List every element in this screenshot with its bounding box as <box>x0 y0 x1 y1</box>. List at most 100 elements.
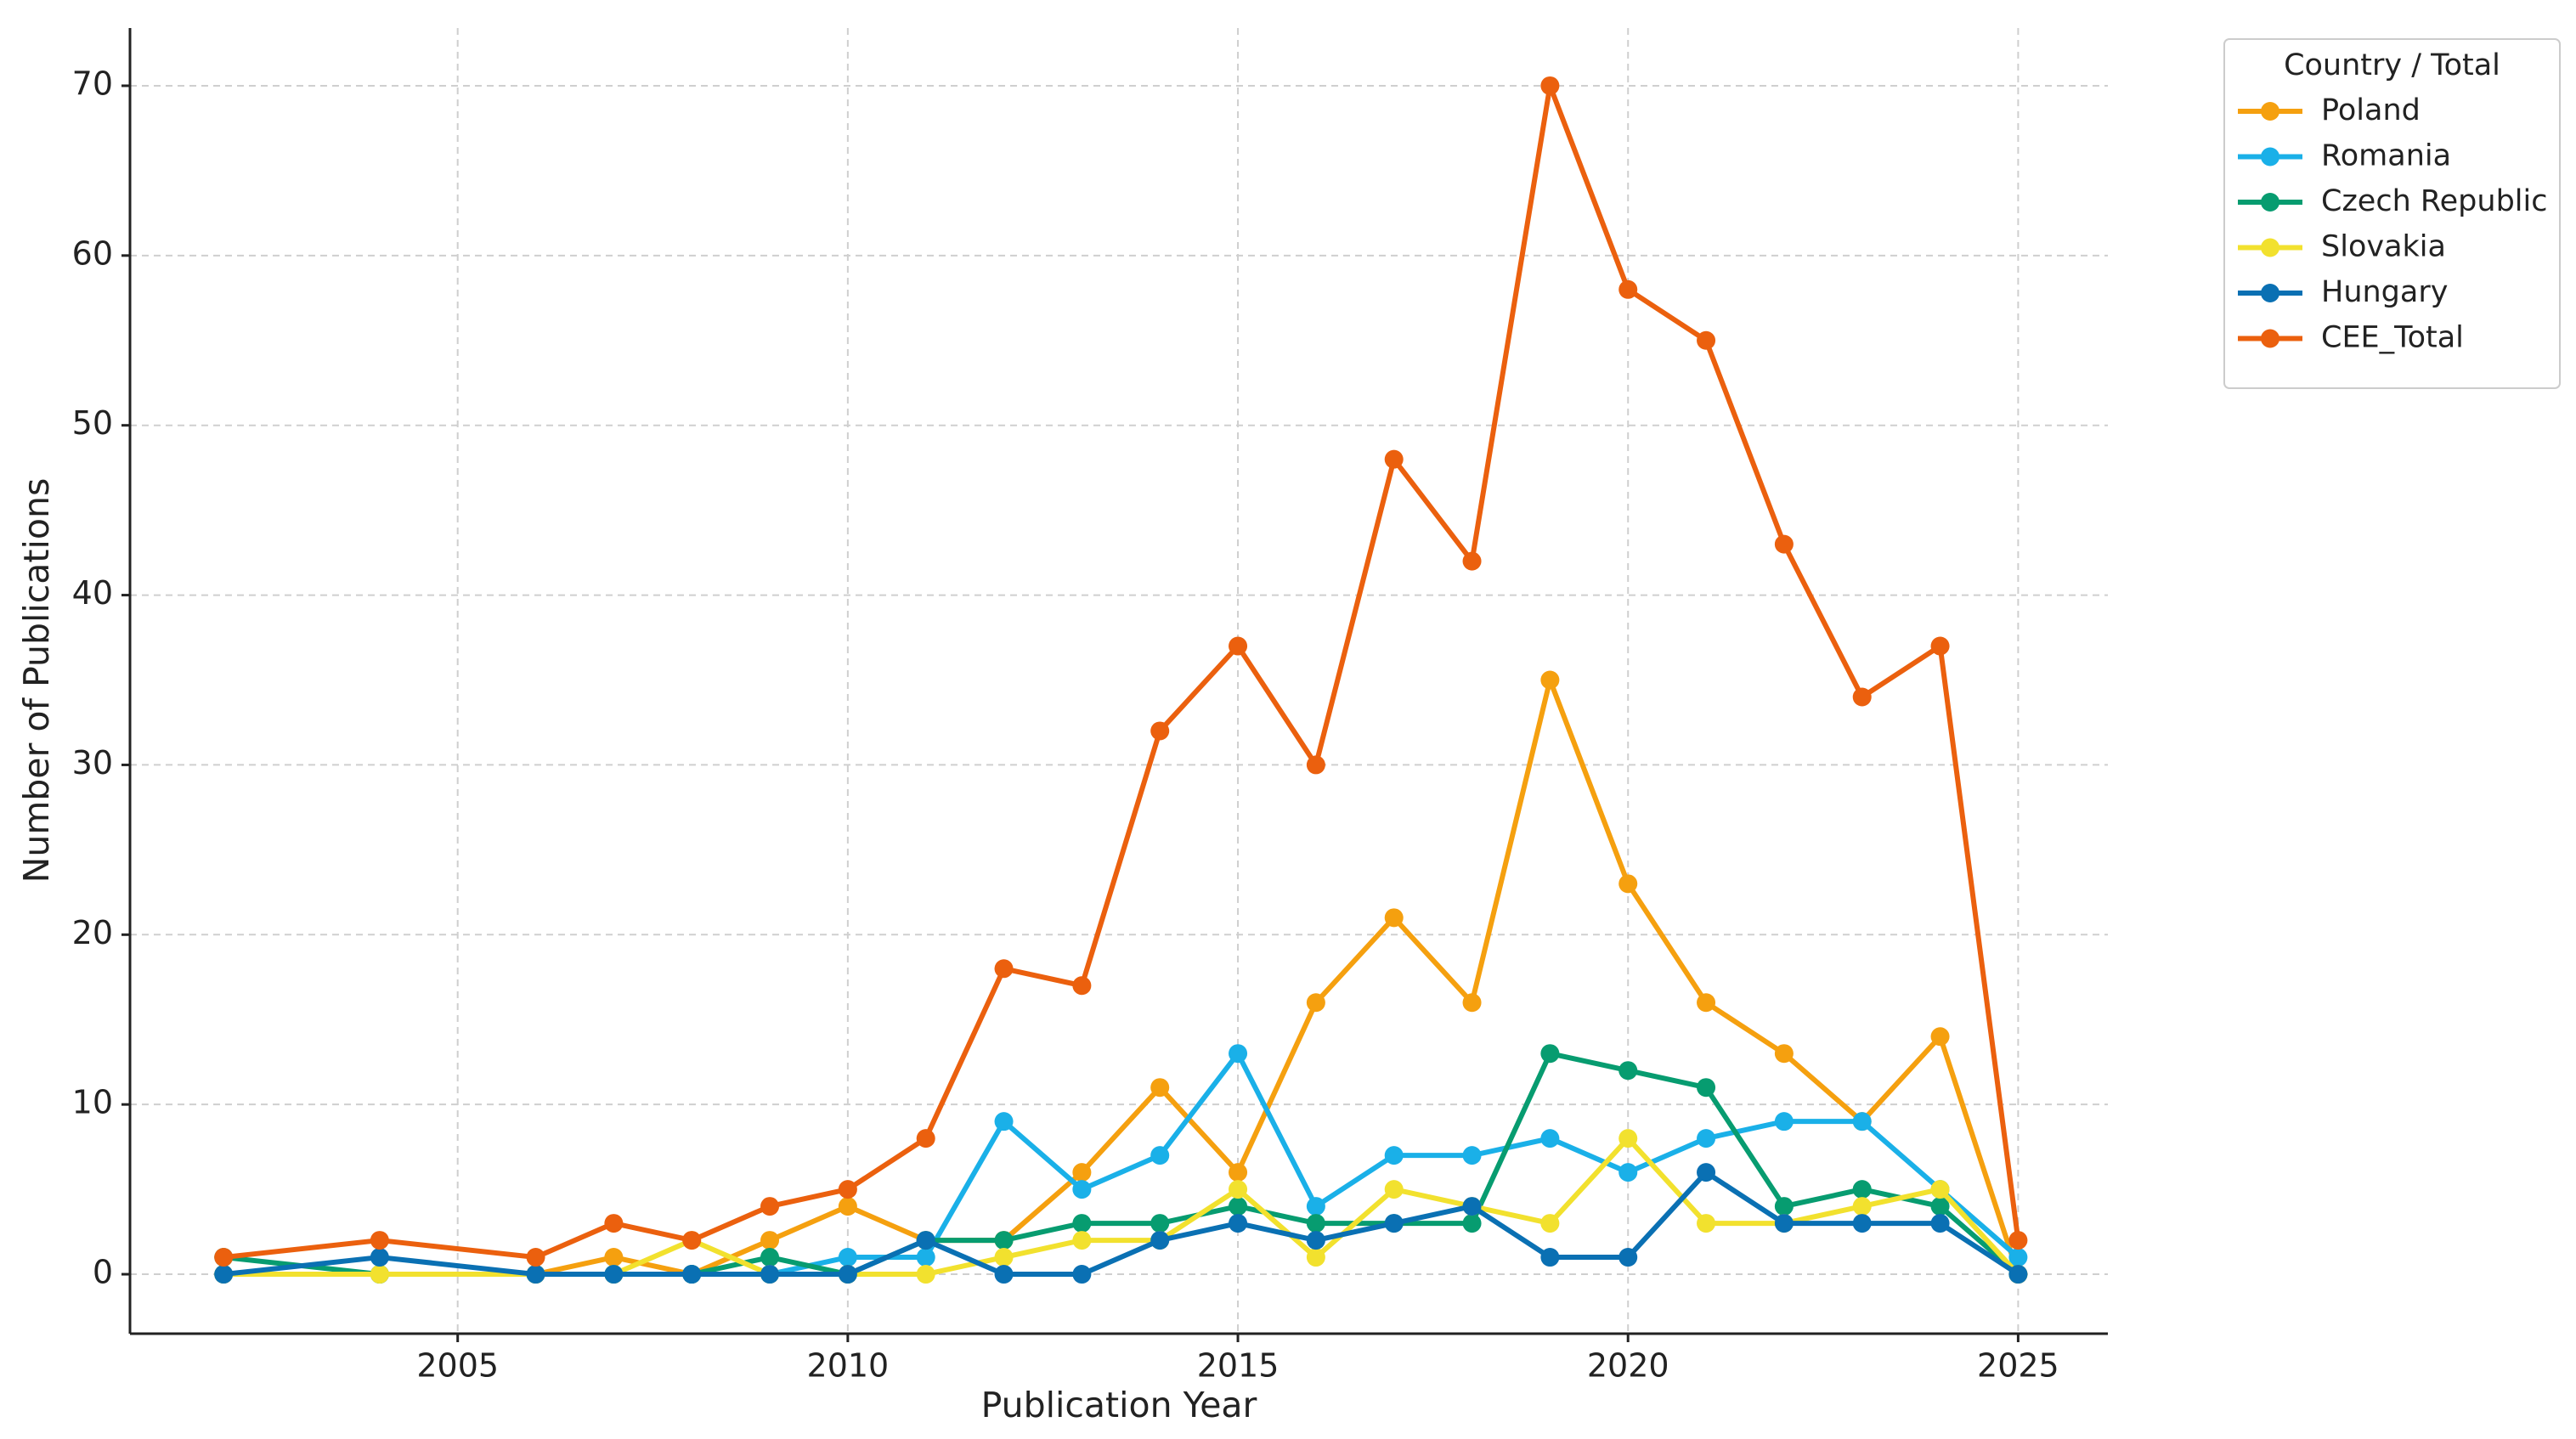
data-point <box>1306 1231 1325 1250</box>
data-point <box>1072 976 1092 996</box>
data-point <box>1930 1214 1950 1233</box>
data-point <box>1618 874 1638 894</box>
legend-label: Slovakia <box>2321 230 2446 264</box>
data-point <box>1150 1214 1170 1233</box>
data-point <box>994 1231 1014 1250</box>
data-point <box>1852 1214 1872 1233</box>
data-point <box>1852 1180 1872 1199</box>
data-point <box>214 1265 234 1284</box>
data-point <box>1072 1214 1092 1233</box>
y-tick-label: 70 <box>72 65 113 102</box>
data-point <box>1229 1163 1248 1182</box>
data-point <box>1774 534 1794 554</box>
legend-marker <box>2261 329 2279 348</box>
data-point <box>1540 670 1560 690</box>
y-tick-label: 60 <box>72 234 113 272</box>
data-point <box>760 1265 780 1284</box>
data-point <box>1306 993 1325 1013</box>
data-point <box>760 1248 780 1267</box>
data-point <box>1384 908 1404 928</box>
data-point <box>838 1180 857 1199</box>
legend-label: CEE_Total <box>2321 321 2464 355</box>
x-tick-label: 2020 <box>1587 1347 1669 1385</box>
y-tick-label: 30 <box>72 744 113 782</box>
data-point <box>1540 1129 1560 1148</box>
data-point <box>1697 1163 1716 1182</box>
data-point <box>916 1231 935 1250</box>
series-line <box>223 82 2021 1261</box>
data-point <box>838 1248 857 1267</box>
data-point <box>1697 1078 1716 1098</box>
data-point <box>1150 721 1170 741</box>
data-point <box>604 1214 624 1233</box>
data-point <box>370 1248 389 1267</box>
data-point <box>916 1129 935 1148</box>
data-point <box>1930 1197 1950 1216</box>
x-tick-label: 2025 <box>1977 1347 2059 1385</box>
data-point <box>1618 1248 1638 1267</box>
y-tick-label: 40 <box>72 574 113 612</box>
data-point <box>760 1197 780 1216</box>
data-point <box>1229 636 1248 656</box>
data-point <box>1618 1061 1638 1081</box>
data-point <box>682 1231 702 1250</box>
data-point <box>1072 1163 1092 1182</box>
x-tick-label: 2005 <box>416 1347 499 1385</box>
data-point <box>1462 1197 1482 1216</box>
data-point <box>1852 687 1872 707</box>
data-point <box>838 1197 857 1216</box>
data-point <box>604 1265 624 1284</box>
data-point <box>1229 1197 1248 1216</box>
data-point <box>1618 279 1638 299</box>
series-line <box>223 1136 2020 1278</box>
data-point <box>1229 1180 1248 1199</box>
data-point <box>1618 1163 1638 1182</box>
data-point <box>760 1231 780 1250</box>
legend-label: Hungary <box>2321 275 2448 309</box>
data-point <box>1150 1231 1170 1250</box>
data-point <box>1697 330 1716 350</box>
data-point <box>1852 1112 1872 1131</box>
legend-label: Czech Republic <box>2321 184 2547 218</box>
x-tick-label: 2015 <box>1197 1347 1280 1385</box>
data-point <box>994 959 1014 979</box>
data-point <box>1462 1146 1482 1165</box>
data-point <box>1697 993 1716 1013</box>
data-point <box>1462 551 1482 571</box>
y-tick-label: 10 <box>72 1084 113 1121</box>
data-point <box>1540 1044 1560 1064</box>
y-tick-label: 20 <box>72 914 113 951</box>
data-point <box>1306 755 1325 775</box>
data-point <box>1540 1248 1560 1267</box>
data-point <box>916 1248 935 1267</box>
data-point <box>2008 1265 2028 1284</box>
data-point <box>2008 1231 2028 1250</box>
y-axis-label: Number of Publications <box>16 478 57 883</box>
legend-marker <box>2261 238 2279 257</box>
data-point <box>1697 1129 1716 1148</box>
data-point <box>916 1265 935 1284</box>
legend-marker <box>2261 102 2279 121</box>
data-point <box>1150 1146 1170 1165</box>
series-line <box>223 1170 2020 1278</box>
data-point <box>1930 1180 1950 1199</box>
data-point <box>370 1265 389 1284</box>
data-point <box>1697 1214 1716 1233</box>
data-point <box>1930 636 1950 656</box>
data-point <box>1150 1078 1170 1098</box>
data-point <box>1072 1265 1092 1284</box>
legend-label: Poland <box>2321 93 2421 127</box>
legend-marker <box>2261 147 2279 166</box>
data-point <box>1384 1180 1404 1199</box>
data-point <box>1384 1146 1404 1165</box>
data-point <box>1462 993 1482 1013</box>
data-point <box>526 1248 545 1267</box>
series-line <box>223 677 2021 1278</box>
y-tick-label: 50 <box>72 404 113 442</box>
data-point <box>994 1265 1014 1284</box>
data-point <box>1618 1129 1638 1148</box>
data-point <box>838 1265 857 1284</box>
data-point <box>214 1248 234 1267</box>
data-point <box>604 1248 624 1267</box>
